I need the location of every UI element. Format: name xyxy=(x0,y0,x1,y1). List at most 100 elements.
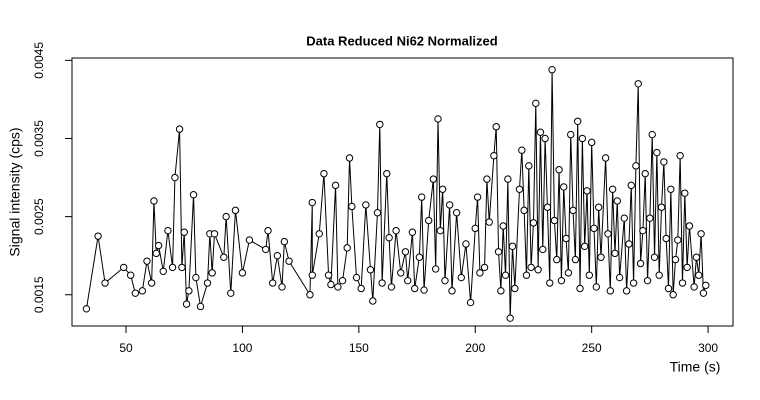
data-point xyxy=(418,193,426,201)
data-point xyxy=(511,284,519,293)
data-point xyxy=(147,279,156,287)
data-point xyxy=(518,146,526,154)
data-point xyxy=(208,269,216,277)
data-point xyxy=(580,242,589,251)
data-point xyxy=(632,162,640,170)
data-point xyxy=(182,300,191,308)
data-point xyxy=(196,302,205,311)
data-point xyxy=(397,269,405,277)
data-point xyxy=(692,253,701,261)
data-point xyxy=(653,148,661,157)
data-point xyxy=(164,226,172,235)
data-point xyxy=(424,216,433,225)
data-point xyxy=(383,169,391,178)
data-point xyxy=(376,120,384,129)
data-point xyxy=(641,169,649,178)
x-tick-label: 250 xyxy=(582,341,602,355)
data-point xyxy=(154,241,163,250)
data-point xyxy=(245,236,254,244)
data-point xyxy=(445,201,454,209)
data-point xyxy=(590,224,598,233)
data-point xyxy=(601,154,610,162)
data-point xyxy=(308,198,316,207)
data-point xyxy=(606,287,614,295)
data-point xyxy=(560,183,568,191)
data-point xyxy=(411,284,419,293)
data-point xyxy=(94,232,102,240)
data-point xyxy=(627,181,635,190)
data-point xyxy=(674,236,682,244)
data-point xyxy=(82,305,91,313)
data-point xyxy=(615,273,624,282)
data-point xyxy=(671,255,680,264)
data-point xyxy=(334,283,342,291)
data-point xyxy=(543,203,552,211)
x-tick-label: 50 xyxy=(119,341,133,355)
data-point xyxy=(583,187,591,195)
data-point xyxy=(143,257,151,265)
data-point xyxy=(189,191,198,199)
data-point xyxy=(222,212,230,221)
data-point xyxy=(434,115,442,123)
data-point xyxy=(534,266,542,274)
data-point xyxy=(175,125,184,133)
data-point xyxy=(541,134,549,143)
data-line xyxy=(85,69,707,319)
data-point xyxy=(576,284,584,293)
data-point xyxy=(597,253,605,261)
data-point xyxy=(681,189,689,197)
x-axis-title: Time (s) xyxy=(670,359,721,375)
data-point xyxy=(690,283,698,291)
data-point xyxy=(415,253,424,261)
data-point xyxy=(669,291,677,299)
data-point xyxy=(569,206,577,215)
data-point xyxy=(490,151,498,160)
data-point xyxy=(357,284,365,293)
data-point xyxy=(562,234,570,243)
data-point xyxy=(508,242,517,251)
data-point xyxy=(285,257,293,265)
data-point xyxy=(667,185,675,193)
data-point xyxy=(697,230,705,238)
data-point xyxy=(483,175,491,183)
data-point xyxy=(471,224,479,233)
data-point xyxy=(648,130,656,139)
data-point xyxy=(431,265,440,273)
data-point xyxy=(604,230,612,238)
data-point xyxy=(378,279,386,287)
data-point xyxy=(231,206,240,215)
data-point xyxy=(119,263,128,272)
data-point xyxy=(362,201,370,209)
data-point xyxy=(550,216,559,225)
data-point xyxy=(404,276,412,285)
data-point xyxy=(466,298,475,307)
data-point xyxy=(504,175,512,183)
data-point xyxy=(171,173,179,182)
data-point xyxy=(462,240,470,248)
data-point xyxy=(369,297,377,305)
data-point xyxy=(636,259,645,268)
data-point xyxy=(578,134,587,143)
data-point xyxy=(555,166,563,174)
x-tick-label: 300 xyxy=(698,341,718,355)
data-point xyxy=(420,286,428,294)
data-point xyxy=(168,263,177,272)
data-point xyxy=(676,151,684,160)
data-point xyxy=(150,197,158,205)
data-point xyxy=(557,276,566,285)
data-point xyxy=(685,222,694,230)
data-point xyxy=(634,80,642,88)
data-point xyxy=(338,276,347,285)
data-point xyxy=(567,130,575,139)
data-point xyxy=(348,202,356,211)
data-point xyxy=(655,271,663,279)
data-point xyxy=(564,269,573,277)
y-tick-label: 0.0025 xyxy=(32,198,46,235)
data-point xyxy=(268,279,277,287)
data-point xyxy=(278,283,286,291)
data-point xyxy=(366,266,375,274)
data-point xyxy=(499,222,507,230)
data-point xyxy=(473,193,482,201)
data-point xyxy=(574,117,582,125)
